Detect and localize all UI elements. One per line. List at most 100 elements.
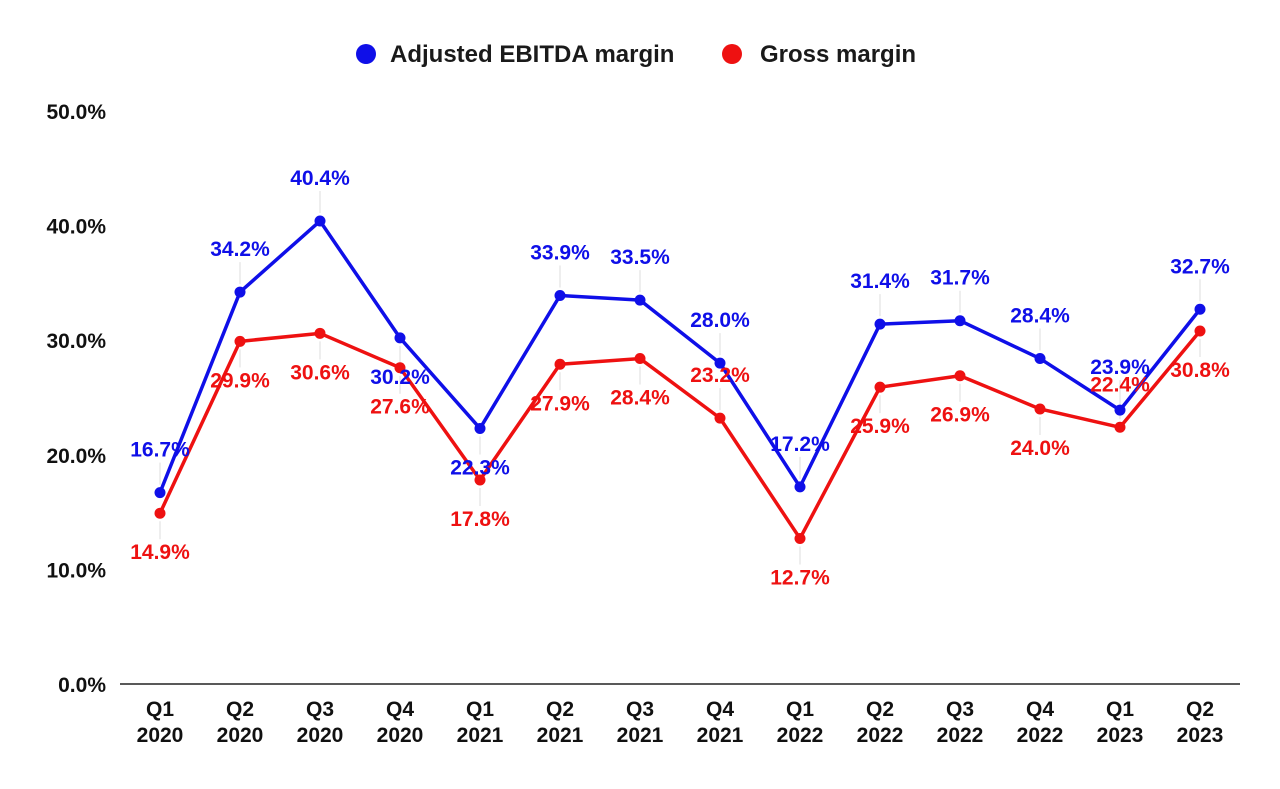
data-label: 25.9% [850, 415, 910, 438]
data-label: 12.7% [770, 566, 830, 589]
x-tick-label: Q4 2022 [1017, 698, 1064, 747]
series-line [158, 219, 1202, 494]
data-label: 26.9% [930, 404, 990, 427]
data-label: 28.4% [1010, 305, 1070, 328]
data-label: 34.2% [210, 238, 270, 261]
legend-marker-icon [356, 44, 376, 64]
x-tick-label: Q4 2020 [377, 698, 424, 747]
x-tick-quarter: Q3 [626, 698, 654, 721]
x-tick-quarter: Q4 [1026, 698, 1054, 721]
x-tick-year: 2023 [1177, 724, 1224, 747]
data-point [1194, 303, 1206, 315]
data-label: 17.8% [450, 508, 510, 531]
legend-label: Adjusted EBITDA margin [390, 41, 674, 68]
x-tick-year: 2021 [697, 724, 744, 747]
data-point [1034, 353, 1046, 365]
x-tick-year: 2022 [1017, 724, 1064, 747]
data-point [954, 315, 966, 327]
x-tick-label: Q3 2022 [937, 698, 984, 747]
x-tick-label: Q1 2021 [457, 698, 504, 747]
legend: Adjusted EBITDA margin Gross margin [356, 41, 916, 68]
x-tick-year: 2022 [857, 724, 904, 747]
series-line [158, 329, 1202, 541]
data-label: 16.7% [130, 439, 190, 462]
data-point [954, 370, 966, 382]
data-label: 22.4% [1090, 373, 1150, 396]
series-layer [154, 215, 1206, 544]
y-tick-label: 30.0% [46, 330, 106, 353]
data-point [634, 294, 646, 306]
label-leader-lines [159, 191, 1201, 565]
x-tick-year: 2022 [777, 724, 824, 747]
data-label: 17.2% [770, 433, 830, 456]
data-point [554, 290, 566, 302]
data-label: 28.4% [610, 387, 670, 410]
x-tick-label: Q2 2020 [217, 698, 264, 747]
data-point [234, 335, 246, 347]
data-point [874, 318, 886, 330]
x-tick-year: 2023 [1097, 724, 1144, 747]
y-tick-label: 10.0% [46, 559, 106, 582]
data-point [474, 422, 486, 434]
data-point [714, 357, 726, 369]
x-tick-year: 2021 [617, 724, 664, 747]
y-tick-label: 50.0% [46, 101, 106, 124]
data-point [314, 327, 326, 339]
x-tick-label: Q1 2022 [777, 698, 824, 747]
data-point [874, 381, 886, 393]
data-point [794, 481, 806, 493]
y-tick-label: 20.0% [46, 445, 106, 468]
x-tick-year: 2021 [537, 724, 584, 747]
data-point [234, 286, 246, 298]
data-label: 23.9% [1090, 356, 1150, 379]
data-labels: 16.7% 34.2% 40.4% 30.2% 22.3% 33.9% 33.5% 28.0%… [130, 167, 1230, 589]
x-tick-quarter: Q4 [386, 698, 414, 721]
y-tick-label: 40.0% [46, 216, 106, 239]
data-label: 31.4% [850, 270, 910, 293]
data-label: 33.9% [530, 242, 590, 265]
x-tick-quarter: Q2 [546, 698, 574, 721]
x-tick-quarter: Q1 [466, 698, 494, 721]
x-tick-year: 2020 [217, 724, 264, 747]
x-tick-year: 2021 [457, 724, 504, 747]
data-label: 30.2% [370, 366, 430, 389]
data-label: 40.4% [290, 167, 350, 190]
x-tick-quarter: Q1 [146, 698, 174, 721]
data-point [1194, 325, 1206, 337]
data-point [394, 332, 406, 344]
data-label: 31.7% [930, 267, 990, 290]
data-point [154, 487, 166, 499]
legend-marker-icon [722, 44, 742, 64]
data-point [634, 353, 646, 365]
x-tick-label: Q2 2023 [1177, 698, 1224, 747]
x-tick-label: Q1 2023 [1097, 698, 1144, 747]
data-point [1114, 404, 1126, 416]
data-label: 29.9% [210, 369, 270, 392]
x-tick-quarter: Q2 [226, 698, 254, 721]
x-tick-quarter: Q2 [866, 698, 894, 721]
data-label: 30.8% [1170, 359, 1230, 382]
y-tick-label: 0.0% [58, 674, 106, 697]
data-label: 30.6% [290, 361, 350, 384]
x-tick-year: 2022 [937, 724, 984, 747]
data-point [554, 358, 566, 370]
data-point [1114, 421, 1126, 433]
data-label: 24.0% [1010, 437, 1070, 460]
x-tick-quarter: Q4 [706, 698, 734, 721]
data-label: 23.2% [690, 364, 750, 387]
x-tick-quarter: Q2 [1186, 698, 1214, 721]
data-point [474, 474, 486, 486]
data-label: 27.9% [530, 392, 590, 415]
data-label: 22.3% [450, 456, 510, 479]
data-label: 14.9% [130, 541, 190, 564]
x-tick-year: 2020 [377, 724, 424, 747]
data-label: 32.7% [1170, 255, 1230, 278]
x-tick-year: 2020 [297, 724, 344, 747]
x-tick-quarter: Q1 [1106, 698, 1134, 721]
x-tick-label: Q3 2020 [297, 698, 344, 747]
x-tick-label: Q2 2021 [537, 698, 584, 747]
x-tick-label: Q1 2020 [137, 698, 184, 747]
x-tick-label: Q4 2021 [697, 698, 744, 747]
x-tick-label: Q2 2022 [857, 698, 904, 747]
